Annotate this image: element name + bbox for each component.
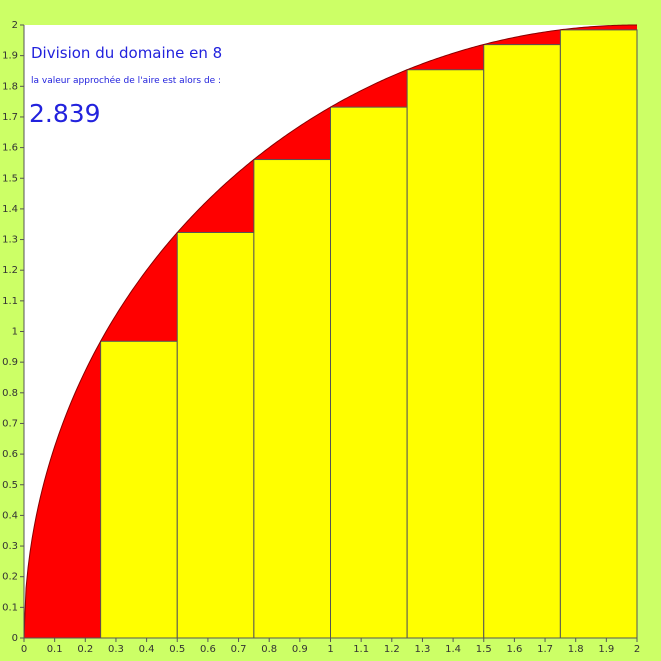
y-tick-label: 1.8 — [2, 81, 18, 92]
x-tick-label: 0.4 — [139, 644, 155, 655]
y-tick-label: 1.4 — [2, 204, 18, 215]
y-tick-label: 1.6 — [2, 143, 18, 154]
x-tick-label: 2 — [634, 644, 640, 655]
y-tick-label: 1.1 — [2, 296, 18, 307]
x-tick-label: 0.2 — [77, 644, 93, 655]
y-tick-label: 0.3 — [2, 541, 18, 552]
x-tick-label: 0 — [21, 644, 27, 655]
x-tick-label: 1.8 — [568, 644, 584, 655]
y-tick-label: 1.9 — [2, 51, 18, 62]
x-tick-label: 0.8 — [261, 644, 277, 655]
y-tick-label: 1 — [12, 327, 18, 338]
y-tick-label: 1.2 — [2, 265, 18, 276]
bar-4 — [253, 159, 331, 639]
x-tick-label: 1.3 — [414, 644, 430, 655]
bar-3 — [176, 232, 255, 639]
x-tick-label: 1 — [327, 644, 333, 655]
x-tick-label: 1.6 — [506, 644, 522, 655]
curve-line — [23, 24, 637, 639]
y-tick-label: 0.6 — [2, 449, 18, 460]
x-tick-label: 1.9 — [598, 644, 614, 655]
bars-group — [100, 29, 638, 639]
y-tick-label: 0.5 — [2, 480, 18, 491]
y-ticks: 0 0.1 0.2 0.3 0.4 0.5 0.6 0.7 0.8 0.9 1 1.1 1.2 1.3 1.… — [2, 20, 24, 644]
y-tick-label: 0.4 — [2, 510, 18, 521]
x-tick-label: 1.4 — [445, 644, 461, 655]
y-tick-label: 2 — [12, 20, 18, 31]
y-tick-label: 0.2 — [2, 572, 18, 583]
y-tick-label: 0.7 — [2, 418, 18, 429]
y-tick-label: 0.1 — [2, 602, 18, 613]
x-tick-label: 0.5 — [169, 644, 185, 655]
x-tick-label: 1.5 — [476, 644, 492, 655]
bar-2 — [100, 340, 178, 639]
x-tick-label: 1.7 — [537, 644, 553, 655]
bar-5 — [330, 106, 408, 639]
x-ticks: 0 0.1 0.2 0.3 0.4 0.5 0.6 0.7 0.8 0.9 1 1.1 1.2 1.3 1.… — [21, 638, 640, 655]
x-tick-label: 0.1 — [47, 644, 63, 655]
x-tick-label: 1.1 — [353, 644, 369, 655]
bar-6 — [406, 69, 485, 639]
chart-subtitle: la valeur approchée de l'aire est alors … — [31, 76, 222, 86]
x-tick-label: 0.7 — [231, 644, 247, 655]
chart-title: Division du domaine en 8 — [31, 44, 223, 62]
bar-7 — [483, 44, 561, 639]
y-tick-label: 1.5 — [2, 173, 18, 184]
x-tick-label: 0.9 — [292, 644, 308, 655]
x-tick-label: 1.2 — [384, 644, 400, 655]
x-tick-label: 0.6 — [200, 644, 216, 655]
y-tick-label: 0.8 — [2, 388, 18, 399]
y-tick-label: 1.3 — [2, 235, 18, 246]
y-tick-label: 1.7 — [2, 112, 18, 123]
area-value: 2.839 — [29, 99, 101, 128]
y-tick-label: 0 — [12, 633, 18, 644]
x-tick-label: 0.3 — [108, 644, 124, 655]
bar-8 — [559, 29, 638, 639]
y-tick-label: 0.9 — [2, 357, 18, 368]
